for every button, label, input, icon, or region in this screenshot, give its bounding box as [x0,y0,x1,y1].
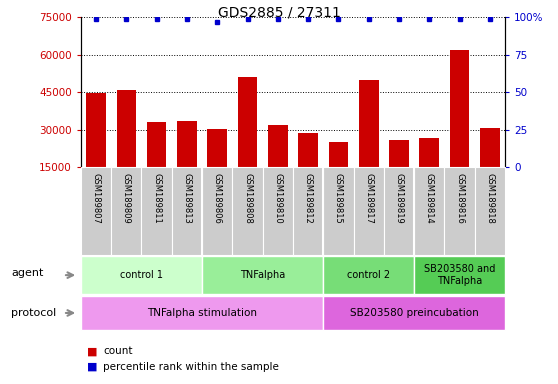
Text: ■: ■ [86,346,97,356]
Bar [475,167,505,255]
Bar [268,125,288,205]
Text: control 1: control 1 [120,270,163,280]
Text: count: count [103,346,133,356]
Text: TNFalpha stimulation: TNFalpha stimulation [147,308,257,318]
Bar [298,132,318,205]
Text: GSM189814: GSM189814 [425,173,434,224]
Text: GSM189819: GSM189819 [395,173,403,224]
Bar [323,296,505,330]
Text: GSM189809: GSM189809 [122,173,131,224]
Text: GSM189817: GSM189817 [364,173,373,224]
Bar [208,129,227,205]
Text: GSM189806: GSM189806 [213,173,222,224]
Text: agent: agent [11,268,44,278]
Bar [81,167,111,255]
Text: protocol: protocol [11,308,56,318]
Text: GDS2885 / 27311: GDS2885 / 27311 [218,6,340,20]
Bar [238,77,257,205]
Text: GSM189810: GSM189810 [273,173,282,224]
Text: TNFalpha: TNFalpha [240,270,285,280]
Bar [86,93,106,205]
Bar [177,121,197,205]
Bar [414,167,444,255]
Bar [359,80,378,205]
Text: control 2: control 2 [347,270,390,280]
Bar [480,128,500,205]
Text: GSM189815: GSM189815 [334,173,343,224]
Bar [354,167,384,255]
Bar [263,167,293,255]
Text: GSM189807: GSM189807 [92,173,100,224]
Bar [172,167,202,255]
Text: SB203580 preincubation: SB203580 preincubation [350,308,479,318]
Text: SB203580 and
TNFalpha: SB203580 and TNFalpha [424,264,496,286]
Bar [293,167,323,255]
Text: GSM189818: GSM189818 [485,173,494,224]
Text: percentile rank within the sample: percentile rank within the sample [103,362,279,372]
Bar [444,167,475,255]
Bar [414,256,505,294]
Bar [147,122,166,205]
Text: GSM189812: GSM189812 [304,173,312,224]
Bar [111,167,142,255]
Bar [384,167,414,255]
Bar [81,256,202,294]
Bar [329,142,348,205]
Bar [232,167,263,255]
Bar [81,296,323,330]
Bar [202,167,232,255]
Bar [202,256,323,294]
Text: GSM189808: GSM189808 [243,173,252,224]
Bar [389,140,409,205]
Bar [323,256,414,294]
Text: GSM189811: GSM189811 [152,173,161,224]
Bar [142,167,172,255]
Bar [323,167,354,255]
Text: ■: ■ [86,362,97,372]
Bar [450,50,469,205]
Bar [117,90,136,205]
Bar [420,138,439,205]
Text: GSM189813: GSM189813 [182,173,191,224]
Text: GSM189816: GSM189816 [455,173,464,224]
